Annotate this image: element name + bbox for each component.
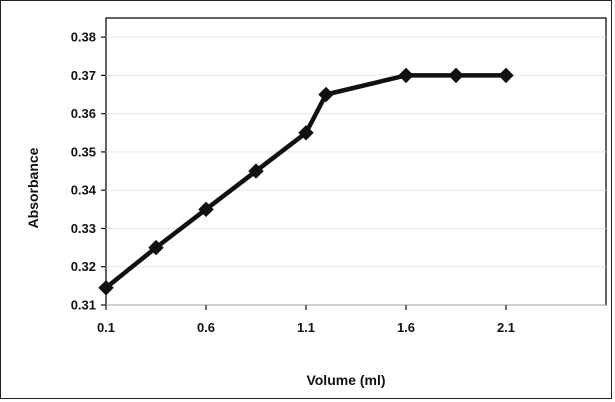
data-point-marker — [198, 201, 214, 218]
x-tick-label: 2.1 — [497, 320, 515, 335]
y-tick-labels: 0.31 0.32 0.33 0.34 0.35 0.36 0.37 0.38 — [71, 30, 97, 313]
x-tick-label: 0.1 — [97, 320, 115, 335]
data-point-marker — [448, 67, 464, 84]
y-tick-label: 0.34 — [71, 183, 97, 198]
data-point-marker — [248, 163, 264, 179]
x-tick-labels: 0.1 0.6 1.1 1.6 2.1 — [97, 320, 515, 335]
series-line — [104, 73, 506, 290]
x-tick-label: 1.6 — [397, 320, 415, 335]
data-point-marker — [148, 239, 164, 256]
data-point-marker — [498, 67, 514, 84]
x-axis-title: Volume (ml) — [306, 372, 385, 388]
y-tick-label: 0.35 — [71, 144, 96, 159]
data-point-marker — [398, 67, 414, 84]
data-point-marker — [98, 280, 114, 296]
y-tick-label: 0.37 — [71, 68, 96, 83]
data-point-marker — [298, 125, 314, 141]
y-tick-label: 0.38 — [71, 30, 96, 45]
data-point-marker — [318, 86, 334, 103]
y-tick-label: 0.36 — [71, 106, 96, 121]
plot-area — [105, 17, 607, 306]
x-tick-label: 0.6 — [197, 320, 215, 335]
y-axis-title: Absorbance — [25, 147, 41, 228]
y-tick-label: 0.33 — [71, 221, 96, 236]
y-tick-label: 0.32 — [71, 259, 96, 274]
axes — [101, 17, 607, 310]
y-tick-label: 0.31 — [71, 298, 96, 313]
data-series — [98, 67, 514, 296]
x-tick-label: 1.1 — [297, 320, 315, 335]
